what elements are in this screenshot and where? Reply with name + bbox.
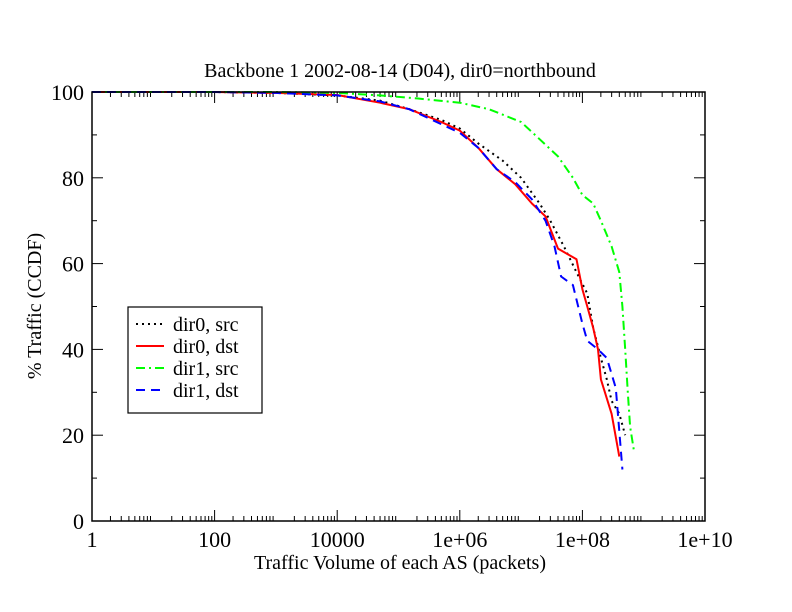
series-line-2 [92, 91, 621, 457]
x-tick-label: 10000 [310, 527, 365, 552]
chart-title: Backbone 1 2002-08-14 (D04), dir0=northb… [204, 60, 596, 82]
legend-label-2: dir0, dst [173, 336, 239, 358]
y-tick-label: 100 [51, 80, 84, 105]
y-tick-label: 0 [73, 509, 84, 534]
legend-label-1: dir0, src [173, 314, 239, 336]
y-tick-label: 60 [62, 252, 84, 277]
x-tick-label: 1e+10 [677, 527, 732, 552]
series-line-4 [92, 91, 624, 470]
y-tick-label: 20 [62, 423, 84, 448]
y-axis-label: % Traffic (CCDF) [24, 233, 46, 379]
axis-ticks [91, 91, 706, 522]
x-tick-label: 1 [87, 527, 98, 552]
y-tick-label: 80 [62, 166, 84, 191]
plot-frame [91, 91, 706, 522]
series-lines [92, 91, 636, 470]
x-tick-label: 100 [198, 527, 231, 552]
legend-label-4: dir1, dst [173, 380, 239, 402]
legend-label-3: dir1, src [173, 358, 239, 380]
x-axis-label: Traffic Volume of each AS (packets) [254, 552, 546, 574]
y-tick-label: 40 [62, 337, 84, 362]
x-tick-label: 1e+08 [555, 527, 610, 552]
series-line-3 [92, 91, 636, 453]
axis-tick-labels: 1 100 10000 1e+06 1e+08 1e+10 0 20 40 60 80 100 [51, 80, 733, 552]
legend-box [127, 306, 263, 414]
x-tick-label: 1e+06 [432, 527, 487, 552]
